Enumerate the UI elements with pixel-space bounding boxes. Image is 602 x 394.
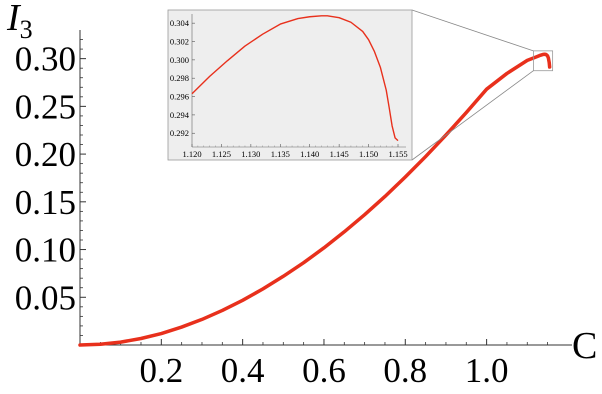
inset-x-tick-label: 1.130 (241, 149, 260, 159)
main-y-tick-label: 0.05 (15, 278, 76, 317)
main-x-tick-label: 0.8 (383, 351, 427, 390)
main-y-axis-title-main: I (6, 0, 22, 39)
zoom-connector-top (411, 9, 534, 52)
inset-y-tick-label: 0.304 (170, 18, 190, 28)
inset-x-tick-label: 1.140 (300, 149, 319, 159)
main-x-tick-label: 0.2 (139, 351, 183, 390)
main-x-tick-label: 1.0 (465, 351, 509, 390)
main-y-tick-label: 0.25 (15, 87, 76, 126)
main-y-tick-label: 0.10 (15, 231, 76, 270)
inset-x-tick-label: 1.150 (359, 149, 378, 159)
main-ticks: 0.2 0.4 0.6 0.8 1.0 0.05 0.10 0.15 0.20 0.25 0.30 (15, 39, 549, 390)
inset-series-line (191, 15, 399, 142)
inset-y-tick-label: 0.294 (170, 110, 190, 120)
main-x-axis-title: C (572, 325, 597, 367)
main-series-line (78, 52, 552, 347)
inset-x-tick-label: 1.125 (212, 149, 231, 159)
inset-x-tick-label: 1.155 (388, 149, 407, 159)
main-y-tick-label: 0.15 (15, 183, 76, 222)
inset-y-tick-label: 0.296 (170, 92, 189, 102)
inset-x-tick-label: 1.145 (330, 149, 349, 159)
inset-y-tick-label: 0.302 (170, 37, 189, 47)
inset-y-tick-label: 0.298 (170, 73, 189, 83)
main-y-tick-label: 0.30 (15, 40, 76, 79)
inset-plot: 1.120 1.125 1.130 1.135 1.140 1.145 1.150 1.155… (167, 9, 413, 161)
main-plot: 0.2 0.4 0.6 0.8 1.00.050.100.150.200.250.30 … (6, 0, 597, 390)
inset-ticks: 1.120 1.125 1.130 1.135 1.140 1.145 1.150 1.155… (170, 18, 408, 159)
inset-y-tick-label: 0.292 (170, 128, 189, 138)
main-y-tick-label: 0.20 (15, 135, 76, 174)
main-x-tick-label: 0.4 (221, 351, 265, 390)
inset-x-tick-label: 1.135 (271, 149, 290, 159)
inset-y-tick-label: 0.300 (170, 55, 189, 65)
main-x-tick-label: 0.6 (302, 351, 346, 390)
zoom-connector-bottom (411, 70, 534, 161)
main-y-axis-title-subscript: 3 (20, 15, 33, 44)
main-series-group (78, 52, 552, 347)
inset-x-tick-label: 1.120 (182, 149, 201, 159)
main-y-axis-title: I3 (6, 0, 33, 44)
inset-series-group (191, 15, 399, 142)
zoom-region-box (533, 50, 554, 72)
inset-background (167, 9, 413, 161)
